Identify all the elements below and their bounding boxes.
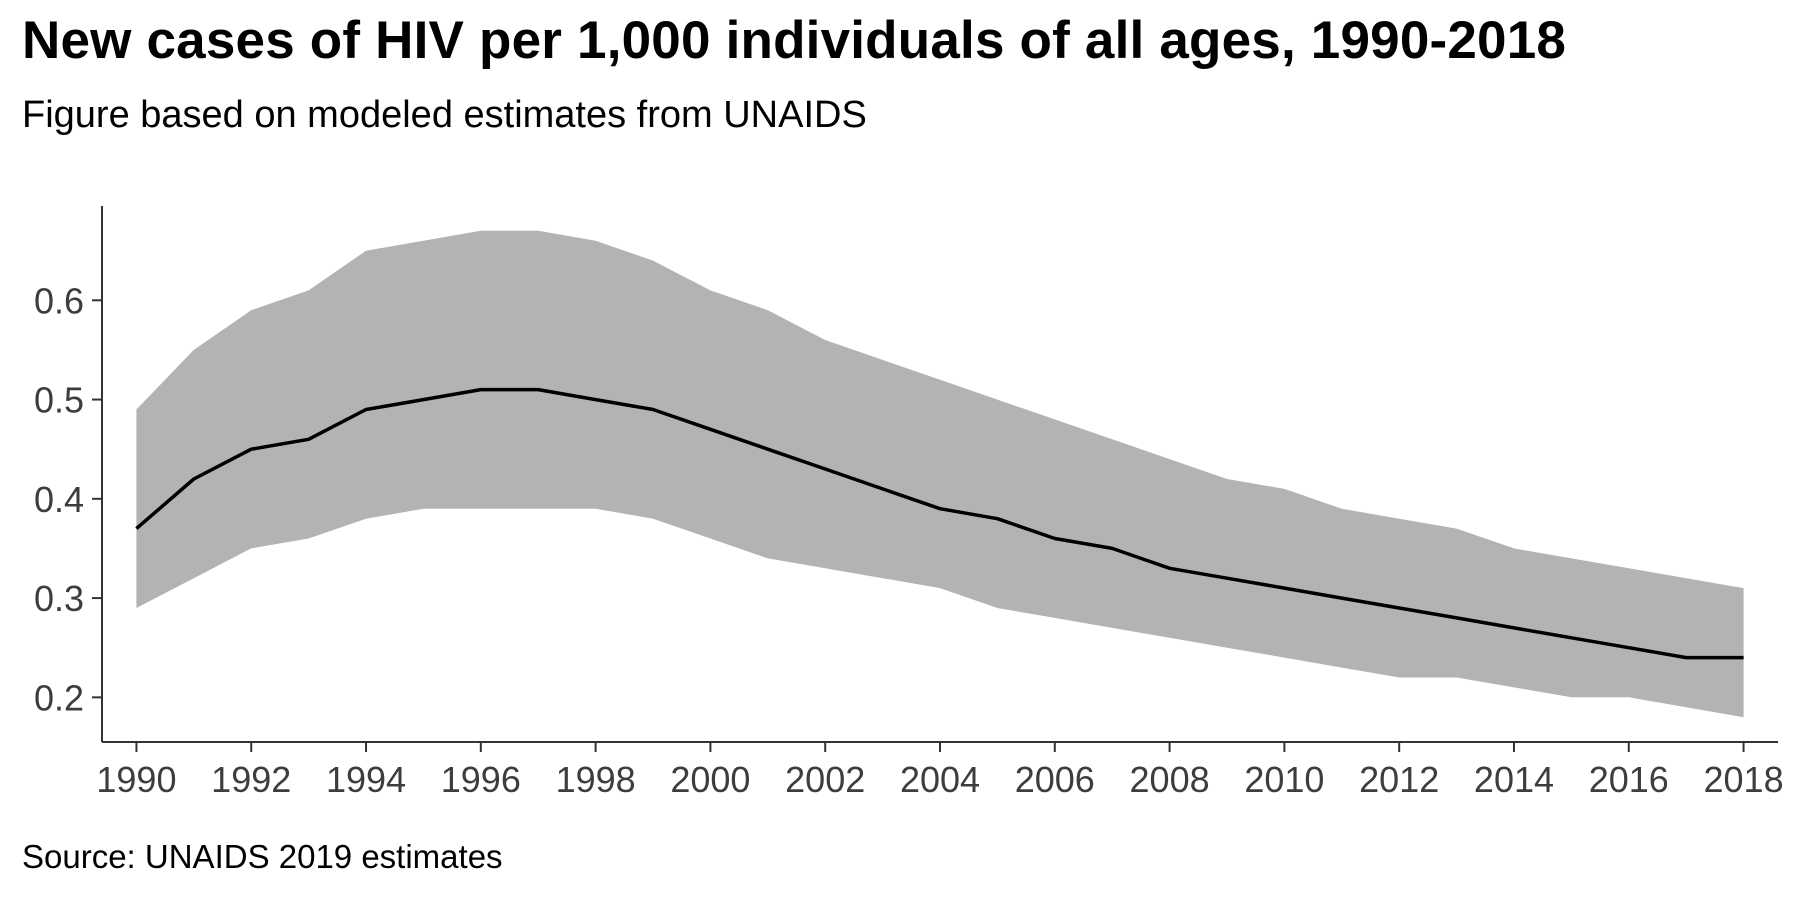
x-tick-label: 2018 <box>1704 759 1784 800</box>
confidence-band-layer <box>136 230 1744 718</box>
x-tick-label: 2002 <box>785 759 865 800</box>
series-line-estimate <box>135 387 1744 660</box>
x-tick-label: 2000 <box>670 759 750 800</box>
x-tick-label: 1998 <box>556 759 636 800</box>
y-tick-label: 0.3 <box>34 578 84 619</box>
line-layer <box>135 387 1744 660</box>
x-tick-label: 1996 <box>441 759 521 800</box>
x-tick-label: 2010 <box>1244 759 1324 800</box>
x-tick-label: 1990 <box>96 759 176 800</box>
y-tick-label: 0.6 <box>34 280 84 321</box>
y-axis-ticks: 0.2 0.3 0.4 0.5 0.6 <box>34 280 102 718</box>
y-tick-label: 0.4 <box>34 479 84 520</box>
chart-subtitle: Figure based on modeled estimates from U… <box>22 94 867 136</box>
x-tick-label: 2016 <box>1589 759 1669 800</box>
x-tick-label: 2008 <box>1130 759 1210 800</box>
chart-title: New cases of HIV per 1,000 individuals o… <box>22 11 1567 70</box>
x-axis-ticks: 1990 1992 1994 1996 1998 2000 2002 2004 2006 2008… <box>96 742 1784 800</box>
chart-source-caption: Source: UNAIDS 2019 estimates <box>22 838 503 875</box>
x-tick-label: 2012 <box>1359 759 1439 800</box>
uncertainty-band <box>136 230 1744 718</box>
y-tick-label: 0.2 <box>34 677 84 718</box>
x-tick-label: 2014 <box>1474 759 1554 800</box>
x-tick-label: 2004 <box>900 759 980 800</box>
x-tick-label: 1992 <box>211 759 291 800</box>
x-tick-label: 2006 <box>1015 759 1095 800</box>
y-tick-label: 0.5 <box>34 380 84 421</box>
x-tick-label: 1994 <box>326 759 406 800</box>
